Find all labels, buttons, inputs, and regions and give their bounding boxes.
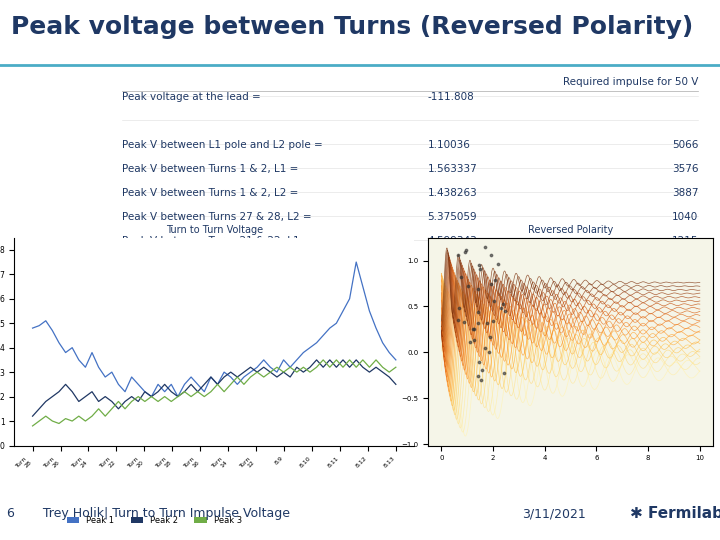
Peak 3 xyxy=(266,369,274,375)
Point xyxy=(455,272,467,281)
Point xyxy=(462,282,474,291)
Peak 1 xyxy=(352,259,361,265)
Point xyxy=(495,303,507,312)
Point xyxy=(488,296,500,305)
Text: Peak V between L1 pole and L2 pole =: Peak V between L1 pole and L2 pole = xyxy=(122,140,323,150)
Text: 3/11/2021: 3/11/2021 xyxy=(522,508,586,521)
Text: Peak voltage at the lead =: Peak voltage at the lead = xyxy=(122,92,261,102)
Text: 3576: 3576 xyxy=(672,164,698,174)
Point xyxy=(473,357,485,366)
Point xyxy=(484,333,495,342)
Peak 1 xyxy=(35,322,43,329)
Text: 1215: 1215 xyxy=(672,236,698,246)
Legend: Peak 1, Peak 2, Peak 3: Peak 1, Peak 2, Peak 3 xyxy=(63,513,245,529)
Point xyxy=(473,308,485,316)
Peak 1 xyxy=(273,369,282,375)
Point xyxy=(474,265,486,274)
Peak 1 xyxy=(259,356,268,363)
Point xyxy=(477,366,488,374)
Text: Peak voltage between Turns (Reversed Polarity): Peak voltage between Turns (Reversed Pol… xyxy=(11,15,693,39)
Text: Peak V between Turns 21 & 22, L1 =: Peak V between Turns 21 & 22, L1 = xyxy=(122,236,312,246)
Text: -111.808: -111.808 xyxy=(428,92,474,102)
Peak 3 xyxy=(28,423,37,429)
Peak 3 xyxy=(392,364,400,370)
Peak 1 xyxy=(28,325,37,332)
Point xyxy=(486,251,498,259)
Point xyxy=(459,247,471,256)
Point xyxy=(452,251,464,259)
Text: 1.438263: 1.438263 xyxy=(428,188,477,198)
Point xyxy=(472,319,484,327)
Point xyxy=(499,307,510,315)
Peak 1 xyxy=(392,356,400,363)
Point xyxy=(454,303,465,312)
Point xyxy=(464,338,476,346)
Text: Peak V between Turns 1 & 2, L2 =: Peak V between Turns 1 & 2, L2 = xyxy=(122,188,299,198)
Peak 2 xyxy=(161,381,169,388)
Text: 3887: 3887 xyxy=(672,188,698,198)
Point xyxy=(483,347,495,356)
Peak 2 xyxy=(233,374,242,380)
Title: Turn to Turn Voltage: Turn to Turn Voltage xyxy=(166,225,263,235)
Line: Peak 1: Peak 1 xyxy=(32,262,396,396)
Point xyxy=(498,368,510,377)
Text: Peak V between Turns 1 & 2, L1 =: Peak V between Turns 1 & 2, L1 = xyxy=(122,164,299,174)
Point xyxy=(452,315,464,324)
Peak 3 xyxy=(233,374,242,380)
Text: 5.375059: 5.375059 xyxy=(428,212,477,222)
Peak 3 xyxy=(161,393,169,400)
Point xyxy=(498,300,509,309)
Line: Peak 3: Peak 3 xyxy=(32,360,396,426)
Peak 2 xyxy=(306,364,315,370)
Point xyxy=(458,318,469,326)
Text: 1.563337: 1.563337 xyxy=(428,164,477,174)
Peak 1 xyxy=(167,381,176,388)
Point xyxy=(485,280,497,288)
Text: Peak V between Turns 27 & 28, L2 =: Peak V between Turns 27 & 28, L2 = xyxy=(122,212,312,222)
Point xyxy=(461,246,472,254)
Peak 1 xyxy=(312,340,321,346)
Peak 2 xyxy=(253,369,261,375)
Peak 2 xyxy=(312,356,321,363)
Text: ✱ Fermilab: ✱ Fermilab xyxy=(630,507,720,521)
Point xyxy=(468,336,480,345)
Point xyxy=(467,325,478,333)
Peak 2 xyxy=(35,406,43,412)
Text: 5066: 5066 xyxy=(672,140,698,150)
Point xyxy=(472,372,483,381)
Point xyxy=(473,260,485,269)
Point xyxy=(481,319,492,327)
Point xyxy=(480,344,491,353)
Point xyxy=(492,260,504,268)
Peak 2 xyxy=(392,381,400,388)
Peak 3 xyxy=(306,369,315,375)
Point xyxy=(468,325,480,334)
Point xyxy=(475,375,487,384)
Line: Peak 2: Peak 2 xyxy=(32,360,396,416)
Point xyxy=(489,276,500,285)
Title: Reversed Polarity: Reversed Polarity xyxy=(528,225,613,235)
Point xyxy=(487,317,498,326)
Text: 6       Trey Holik| Turn to Turn Impulse Voltage: 6 Trey Holik| Turn to Turn Impulse Volta… xyxy=(7,508,290,521)
Point xyxy=(472,285,483,294)
Text: 1040: 1040 xyxy=(672,212,698,222)
Peak 3 xyxy=(253,369,261,375)
Text: 4.599343: 4.599343 xyxy=(428,236,477,246)
Peak 2 xyxy=(266,369,274,375)
Peak 1 xyxy=(147,393,156,400)
Peak 3 xyxy=(319,356,328,363)
Point xyxy=(479,242,490,251)
Text: Required impulse for 50 V: Required impulse for 50 V xyxy=(563,77,698,87)
Peak 2 xyxy=(28,413,37,420)
Peak 3 xyxy=(35,418,43,424)
Peak 1 xyxy=(240,374,248,380)
Text: 1.10036: 1.10036 xyxy=(428,140,471,150)
